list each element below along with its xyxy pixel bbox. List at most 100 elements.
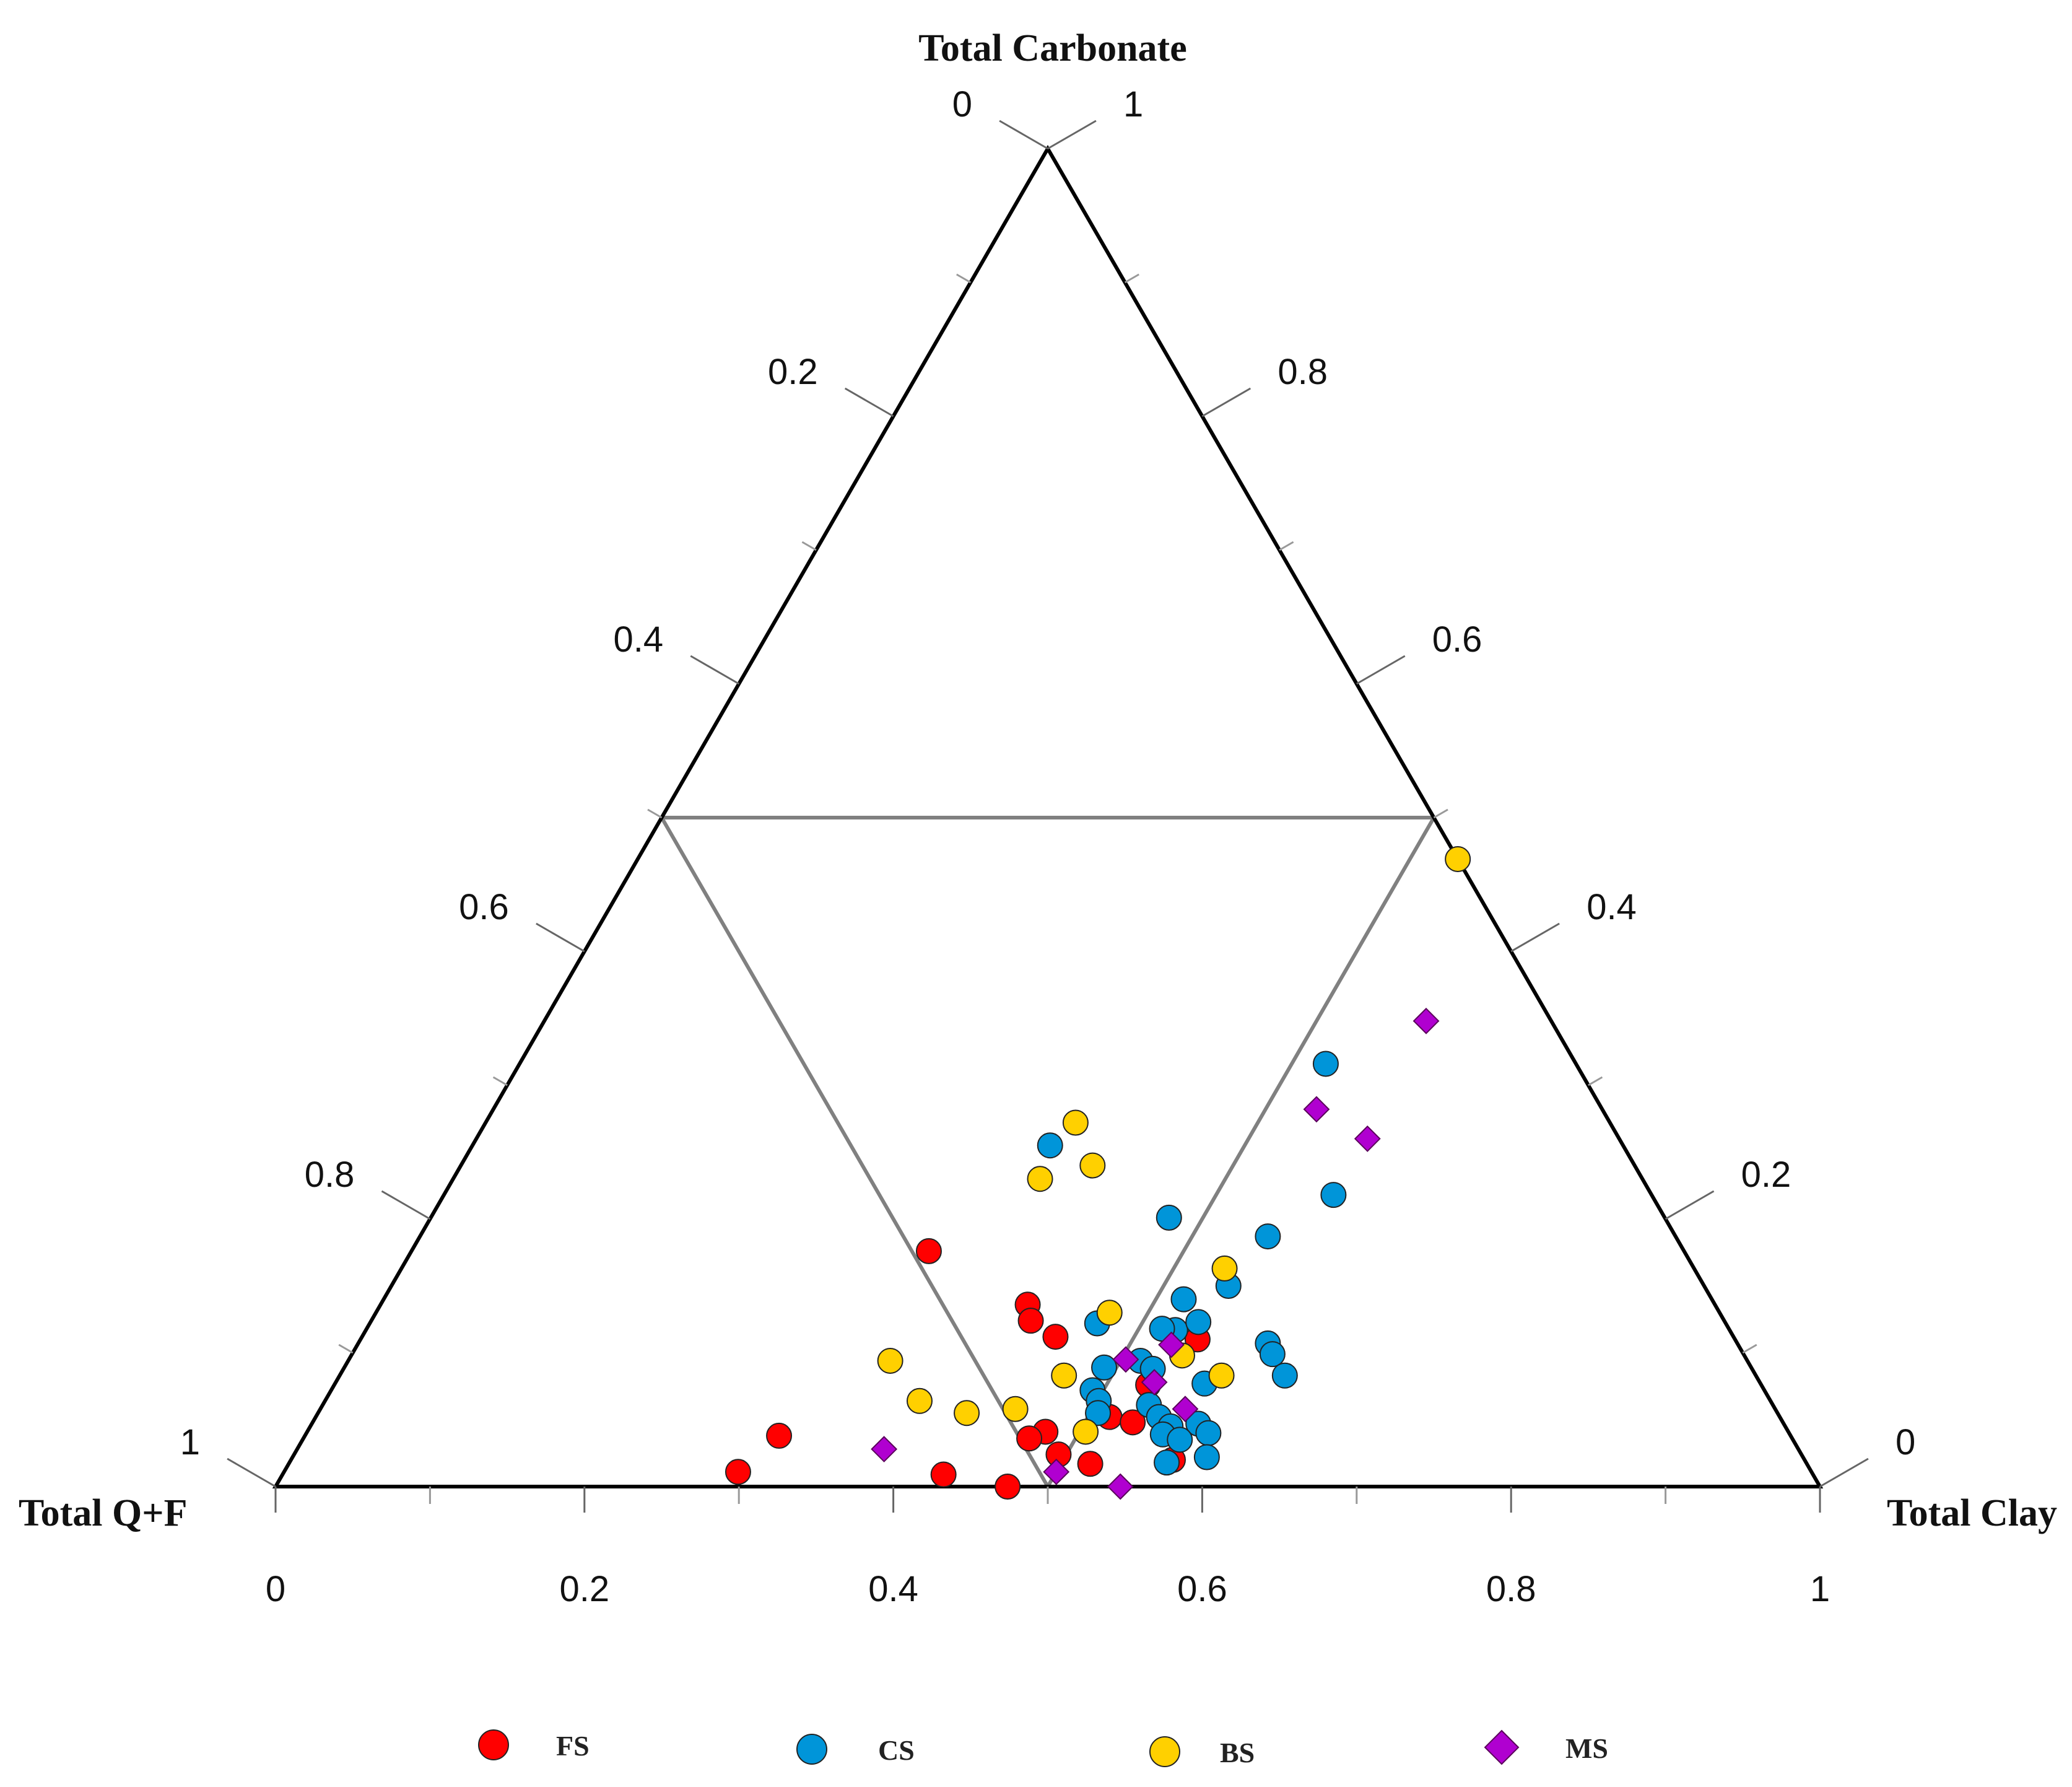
tick-marks: [227, 120, 1869, 1513]
left-tick-label: 0.4: [614, 619, 664, 660]
series-ms: [871, 1007, 1440, 1500]
legend-label-bs: BS: [1220, 1737, 1255, 1768]
right-tick-label: 0.4: [1587, 887, 1637, 927]
bottom-tick-label: 0.2: [559, 1569, 609, 1609]
data-point-bs: [1002, 1396, 1029, 1422]
bottom-tick-label: 0.6: [1177, 1569, 1227, 1609]
data-point-fs: [725, 1459, 751, 1485]
data-point-cs: [1037, 1132, 1063, 1159]
data-point-bs: [1079, 1152, 1106, 1179]
bottom-tick-label: 0.8: [1486, 1569, 1536, 1609]
data-point-cs: [1193, 1444, 1220, 1470]
data-point-cs: [1185, 1309, 1212, 1335]
legend-item-ms: MS: [1484, 1729, 1608, 1765]
right-tick: [1665, 1190, 1715, 1220]
data-point-fs: [915, 1238, 942, 1264]
data-point-bs: [1208, 1362, 1235, 1389]
data-point-bs: [906, 1387, 933, 1414]
left-tick: [381, 1190, 431, 1220]
right-tick: [1819, 1457, 1869, 1488]
left-tick: [227, 1457, 276, 1488]
data-point-ms: [871, 1436, 898, 1462]
right-tick: [1742, 1344, 1757, 1354]
data-point-bs: [1062, 1109, 1089, 1136]
data-point-bs: [1027, 1166, 1053, 1192]
right-tick: [1279, 541, 1294, 551]
left-tick-label: 0.6: [459, 887, 509, 927]
data-point-ms: [1107, 1473, 1134, 1500]
data-point-ms: [1354, 1125, 1381, 1152]
right-tick-label: 0.6: [1432, 619, 1482, 660]
data-point-bs: [1073, 1418, 1099, 1445]
data-point-ms: [1158, 1331, 1185, 1358]
data-point-bs: [1096, 1300, 1123, 1326]
left-tick-label: 1: [180, 1422, 200, 1462]
data-point-ms: [1141, 1369, 1168, 1396]
right-tick: [1588, 1076, 1603, 1086]
right-tick: [1433, 808, 1448, 819]
data-point-bs: [1211, 1255, 1238, 1282]
legend: FS CS BS MS: [478, 1729, 1608, 1768]
right-tick: [1047, 120, 1097, 150]
data-point-fs: [1016, 1425, 1043, 1452]
data-point-cs: [1167, 1427, 1193, 1453]
legend-label-ms: MS: [1565, 1732, 1608, 1764]
legend-item-bs: BS: [1149, 1736, 1255, 1768]
right-tick: [1510, 922, 1560, 953]
legend-marker-fs: [478, 1729, 509, 1760]
region-lines: [658, 816, 1437, 1491]
right-tick-label: 1: [1123, 84, 1143, 125]
series-cs: [1037, 1051, 1347, 1476]
data-point-fs: [766, 1422, 793, 1449]
bottom-tick-label: 0.4: [868, 1569, 918, 1609]
left-tick: [844, 387, 894, 417]
bottom-axis-tick-labels: 0 0.2 0.4 0.6 0.8 1: [266, 1569, 1830, 1609]
data-point-bs: [954, 1400, 980, 1427]
legend-label-fs: FS: [556, 1730, 590, 1762]
left-tick: [338, 1344, 354, 1354]
left-tick: [999, 120, 1048, 150]
data-points: [725, 845, 1471, 1500]
left-edge-tick-labels: 0 0.2 0.4 0.6 0.8 1: [180, 84, 972, 1462]
data-point-cs: [1271, 1362, 1298, 1389]
data-point-fs: [995, 1474, 1021, 1500]
left-tick-label: 0: [952, 84, 972, 125]
inner-region-triangle: [658, 816, 1437, 1491]
data-point-cs: [1170, 1286, 1197, 1313]
data-point-fs: [1120, 1409, 1146, 1436]
left-tick: [492, 1076, 508, 1086]
data-point-fs: [1042, 1324, 1069, 1350]
data-point-cs: [1312, 1051, 1339, 1077]
right-tick: [1201, 387, 1251, 417]
series-fs: [725, 1238, 1211, 1500]
right-axis-title: Total Clay: [1887, 1492, 2057, 1534]
data-point-fs: [1017, 1308, 1044, 1334]
left-tick: [536, 922, 585, 953]
data-point-bs: [1445, 845, 1471, 872]
data-point-cs: [1320, 1182, 1347, 1208]
bottom-tick-label: 1: [1810, 1569, 1830, 1609]
left-axis-title: Total Q+F: [19, 1492, 187, 1534]
series-bs: [877, 845, 1471, 1445]
data-point-cs: [1156, 1204, 1182, 1231]
left-tick: [956, 273, 972, 284]
data-point-cs: [1091, 1354, 1118, 1381]
data-point-ms: [1172, 1396, 1199, 1423]
data-point-cs: [1259, 1341, 1286, 1368]
data-point-bs: [1051, 1362, 1077, 1389]
right-tick-label: 0: [1896, 1422, 1915, 1462]
data-point-ms: [1112, 1346, 1139, 1373]
left-tick-label: 0.2: [768, 352, 818, 392]
left-tick: [647, 808, 663, 819]
legend-item-fs: FS: [478, 1729, 590, 1762]
data-point-ms: [1303, 1096, 1330, 1123]
top-axis-title: Total Carbonate: [918, 27, 1186, 69]
data-point-cs: [1255, 1223, 1281, 1250]
left-tick: [801, 541, 817, 551]
data-point-fs: [1077, 1451, 1103, 1477]
right-tick-label: 0.8: [1278, 352, 1328, 392]
left-tick-label: 0.8: [305, 1155, 355, 1195]
legend-marker-cs: [796, 1734, 827, 1765]
right-tick: [1124, 273, 1139, 284]
